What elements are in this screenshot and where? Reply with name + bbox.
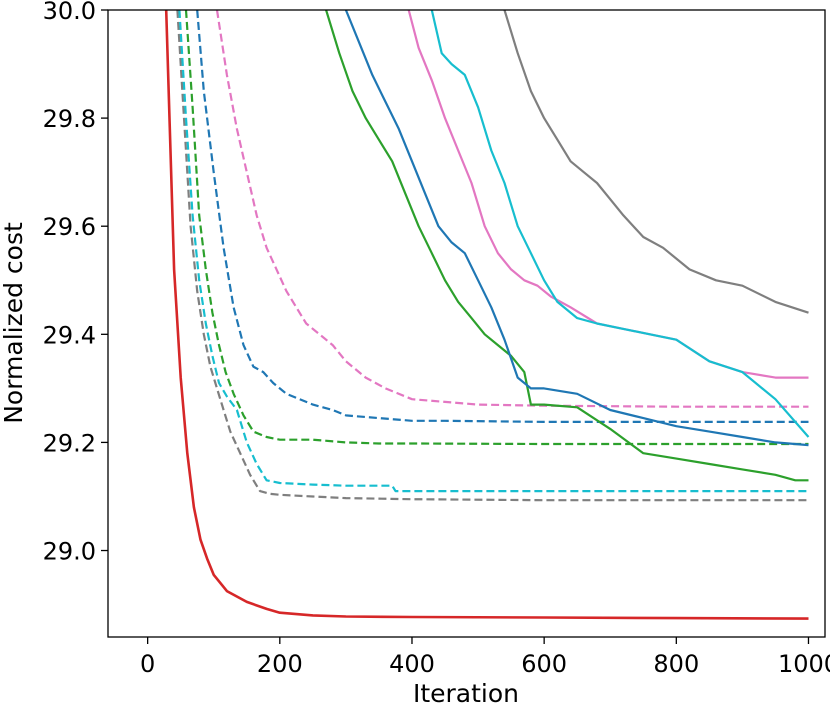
series-line-7 [344,10,809,447]
series-line-6 [325,10,809,482]
x-tick-label: 0 [140,650,155,678]
series-line-10 [503,10,809,314]
x-axis: 0 200 400 600 800 1000 [140,637,830,678]
series-line-4 [196,10,809,423]
series-line-1 [176,10,809,502]
x-tick-label: 1000 [778,650,830,678]
x-tick-label: 200 [257,650,303,678]
y-tick-label: 30.0 [43,0,96,25]
series-layer [164,10,810,620]
x-tick-label: 800 [653,650,699,678]
series-line-0 [164,10,809,620]
series-line-2 [178,10,809,493]
y-tick-label: 29.8 [43,105,96,133]
y-tick-label: 29.6 [43,213,96,241]
series-line-3 [184,10,809,446]
y-tick-label: 29.0 [43,538,96,566]
y-tick-label: 29.4 [43,321,96,349]
plot-frame [107,9,826,638]
series-line-8 [407,10,809,379]
y-tick-label: 29.2 [43,429,96,457]
y-axis: 29.0 29.2 29.4 29.6 29.8 30.0 [43,0,108,566]
y-axis-label: Normalized cost [0,222,28,424]
x-tick-label: 400 [389,650,435,678]
x-tick-label: 600 [521,650,567,678]
series-line-9 [430,10,810,438]
x-axis-label: Iteration [413,679,519,708]
